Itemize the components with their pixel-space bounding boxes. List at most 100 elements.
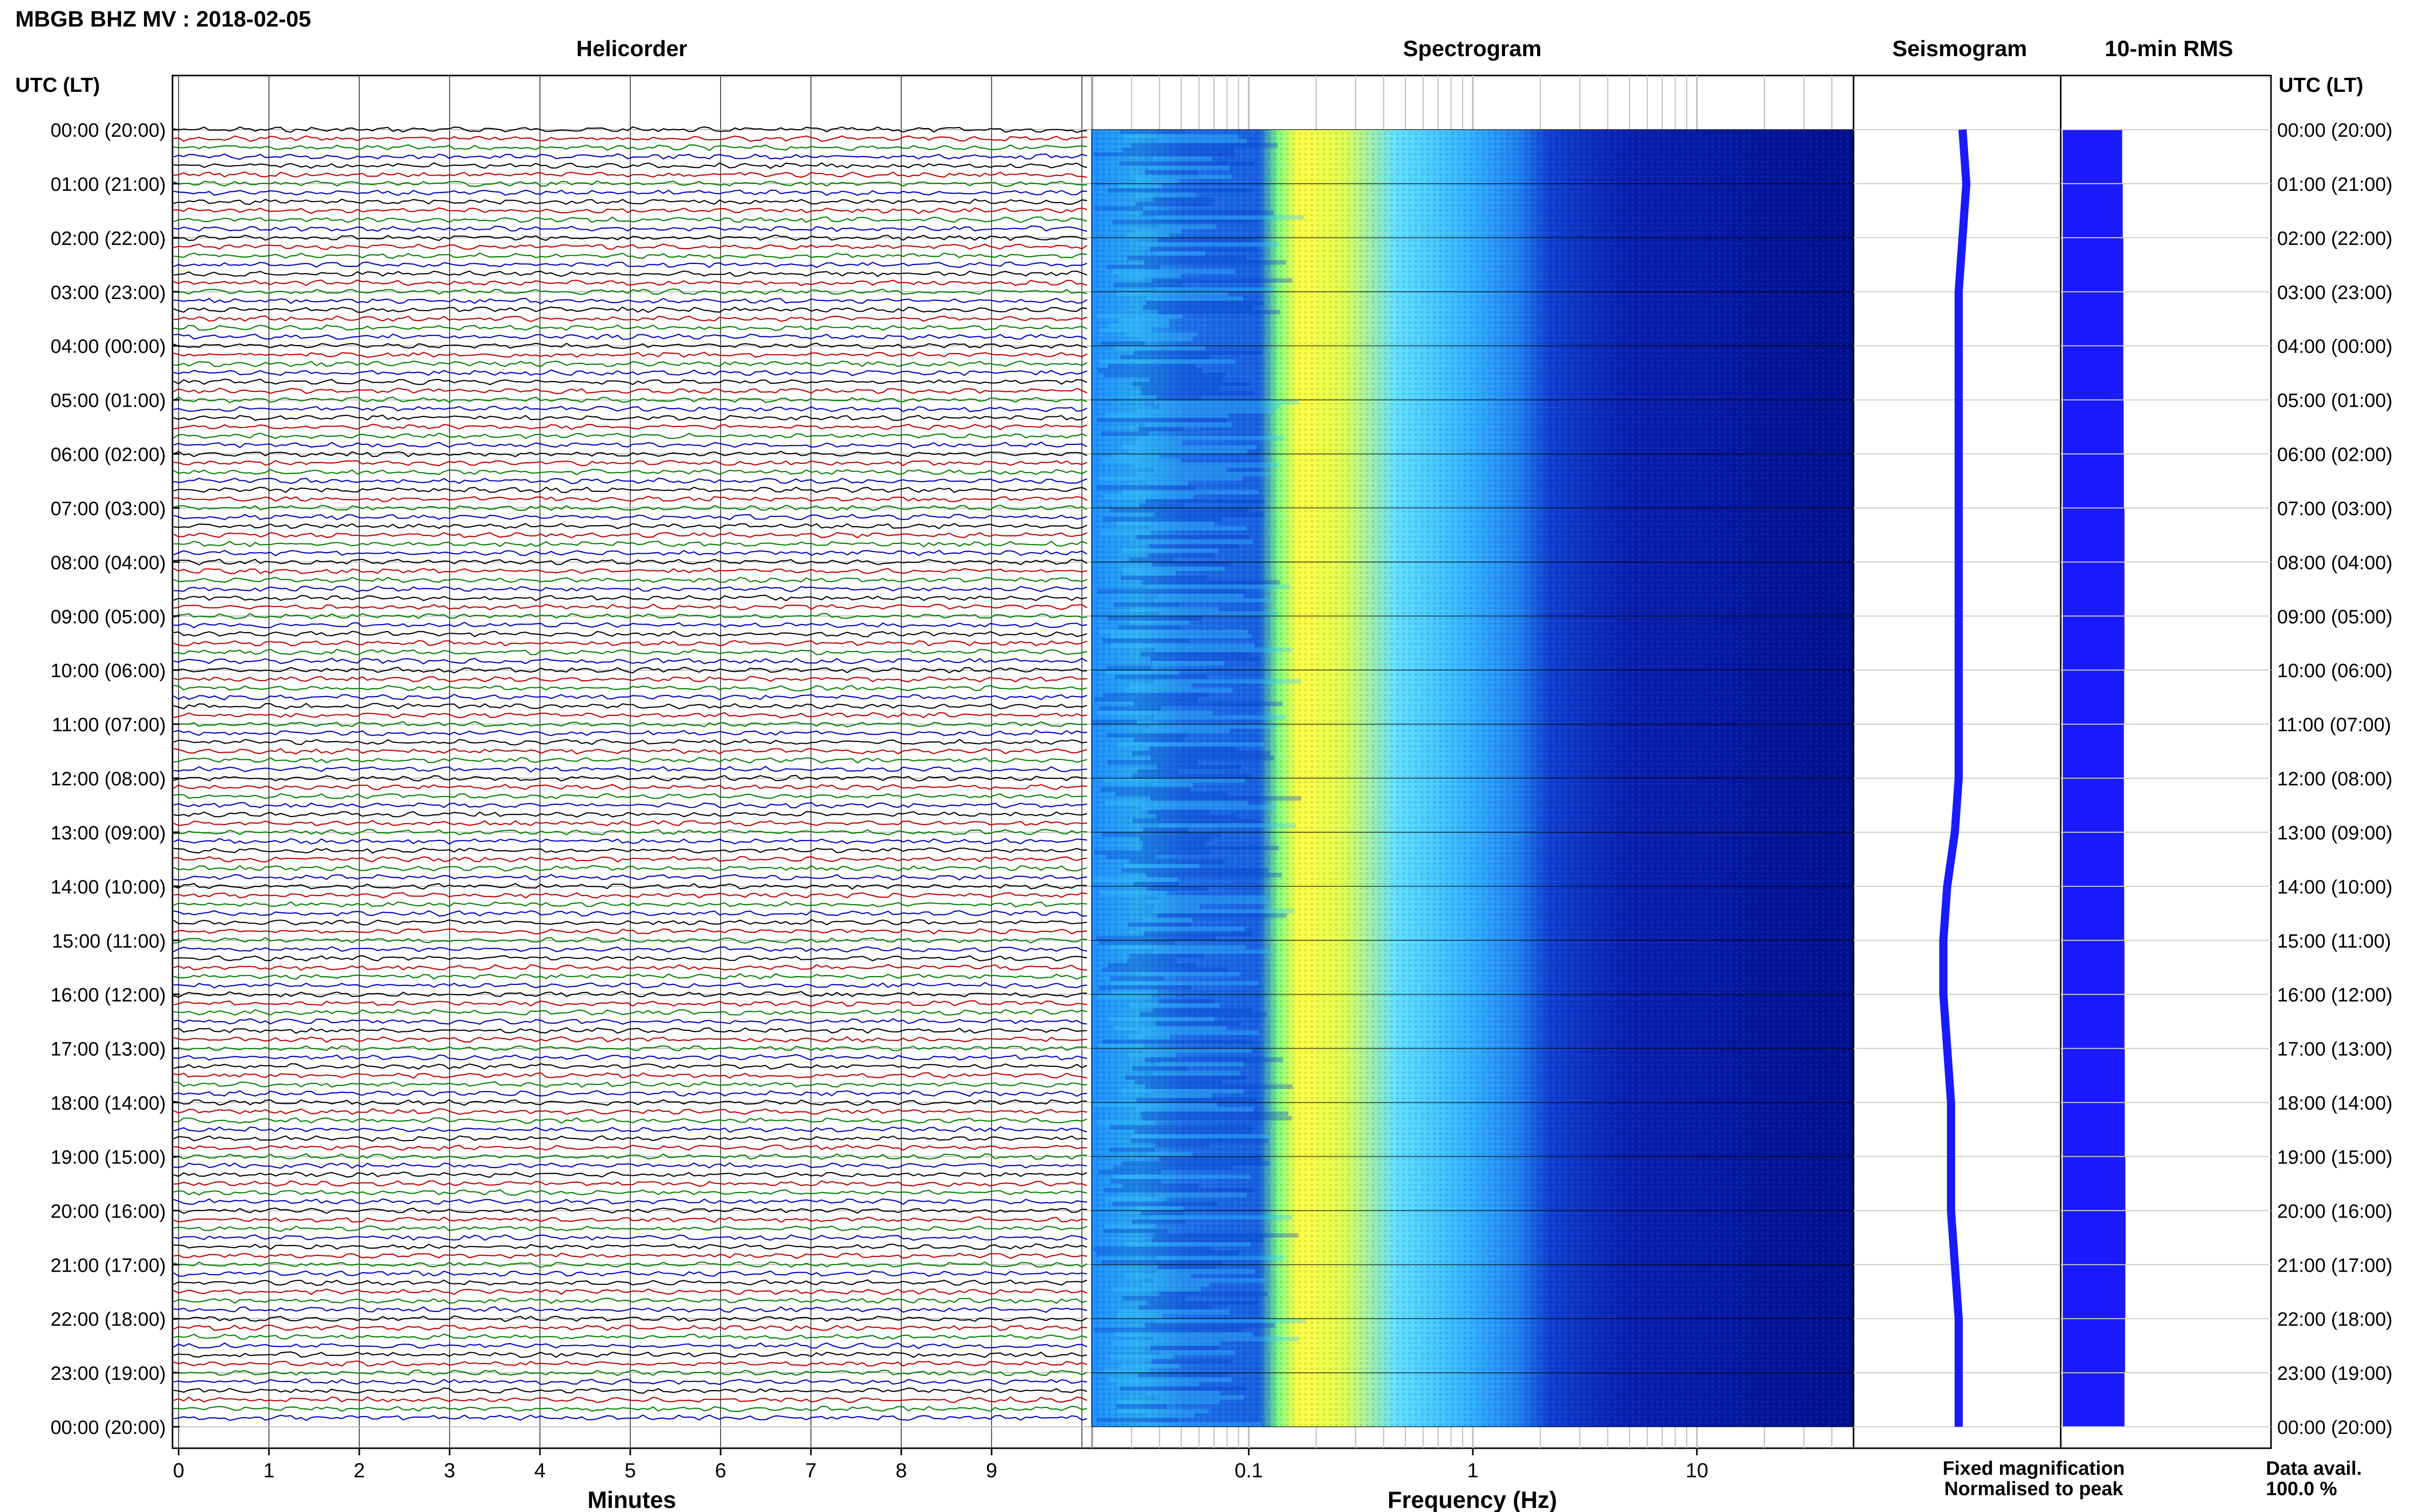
spectrogram-streak bbox=[1141, 386, 1219, 391]
spectrogram-x-tick-label: 10 bbox=[1686, 1459, 1709, 1482]
spectrogram-streak bbox=[1134, 1080, 1222, 1085]
helicorder-trace-row bbox=[173, 153, 1088, 160]
helicorder-trace-row bbox=[173, 856, 1088, 863]
helicorder-trace-row bbox=[173, 1027, 1088, 1034]
spectrogram-streak bbox=[1148, 809, 1210, 814]
helicorder-trace-row bbox=[173, 1171, 1088, 1178]
helicorder-trace-row bbox=[173, 1225, 1088, 1232]
spectrogram-streak bbox=[1136, 1098, 1257, 1103]
spectrogram-streak bbox=[1140, 1030, 1260, 1035]
spectrogram-streak bbox=[1110, 643, 1255, 648]
spectrogram-streak bbox=[1095, 206, 1143, 211]
spectrogram-streak bbox=[1133, 701, 1283, 706]
helicorder-trace-row bbox=[173, 1297, 1088, 1304]
spectrogram-streak bbox=[1121, 1089, 1244, 1094]
helicorder-trace-row bbox=[173, 199, 1088, 205]
spectrogram-streak bbox=[1116, 1404, 1167, 1409]
spectrogram-streak bbox=[1121, 1364, 1180, 1369]
spectrogram-streak bbox=[1119, 183, 1163, 188]
spectrogram-streak bbox=[1155, 1395, 1244, 1400]
spectrogram-streak bbox=[1138, 1373, 1228, 1377]
spectrogram-streak bbox=[1092, 877, 1178, 882]
spectrogram-streak bbox=[1118, 625, 1180, 630]
spectrogram-streak bbox=[1141, 1210, 1183, 1216]
spectrogram-streak bbox=[1107, 962, 1195, 968]
utc-tick-label-right: 13:00 (09:00) bbox=[2277, 823, 2392, 844]
spectrogram-streak bbox=[1128, 449, 1248, 454]
spectrogram-streak bbox=[1145, 1323, 1275, 1328]
seismogram-trace bbox=[1939, 129, 1971, 1427]
helicorder-trace-row bbox=[173, 298, 1088, 304]
frequency-axis-label: Frequency (Hz) bbox=[1388, 1486, 1557, 1512]
helicorder-trace-row bbox=[173, 738, 1088, 746]
helicorder-trace-row bbox=[173, 919, 1088, 926]
utc-tick-label-left: 06:00 (02:00) bbox=[51, 444, 166, 466]
helicorder-trace-row bbox=[173, 1252, 1088, 1259]
spectrogram-streak bbox=[1113, 1166, 1233, 1170]
spectrogram-streak bbox=[1092, 720, 1137, 725]
spectrogram-streak bbox=[1157, 913, 1287, 918]
utc-tick-label-left: 00:00 (20:00) bbox=[51, 120, 166, 141]
spectrogram-streak bbox=[1126, 1242, 1251, 1247]
spectrogram-streak bbox=[1103, 373, 1226, 378]
spectrogram-streak bbox=[1099, 328, 1152, 333]
spectrogram-streak bbox=[1153, 949, 1272, 954]
spectrogram-streak bbox=[1156, 395, 1201, 400]
helicorder-x-tick-label: 7 bbox=[805, 1459, 817, 1482]
helicorder-trace-row bbox=[173, 451, 1088, 458]
spectrogram-streak bbox=[1129, 954, 1204, 959]
helicorder-trace-row bbox=[173, 1018, 1088, 1025]
helicorder-trace-row bbox=[173, 964, 1088, 971]
minutes-axis-label: Minutes bbox=[587, 1486, 676, 1512]
rms-bar bbox=[2063, 886, 2125, 940]
spectrogram-streak bbox=[1120, 355, 1210, 360]
spectrogram-streak bbox=[1105, 801, 1248, 805]
spectrogram-streak bbox=[1101, 832, 1222, 837]
utc-tick-label-right: 01:00 (21:00) bbox=[2277, 174, 2392, 195]
spectrogram-streak bbox=[1150, 246, 1258, 252]
utc-tick-label-right: 03:00 (23:00) bbox=[2277, 282, 2392, 304]
spectrogram-streak bbox=[1108, 1017, 1215, 1022]
spectrogram-streak bbox=[1138, 427, 1183, 432]
utc-axis-label-right: UTC (LT) bbox=[2279, 74, 2363, 96]
spectrogram-streak bbox=[1150, 755, 1275, 760]
spectrogram-streak bbox=[1159, 1156, 1262, 1161]
spectrogram-streak bbox=[1144, 931, 1252, 936]
spectrogram-streak bbox=[1129, 1003, 1220, 1008]
spectrogram-streak bbox=[1099, 359, 1236, 364]
spectrogram-streak bbox=[1138, 436, 1284, 441]
spectrogram-streak bbox=[1152, 661, 1225, 666]
spectrogram-streak bbox=[1122, 1161, 1270, 1166]
spectrogram-streak bbox=[1100, 787, 1191, 792]
spectrogram-streak bbox=[1142, 539, 1253, 544]
spectrogram-streak bbox=[1106, 665, 1151, 671]
utc-tick-label-right: 00:00 (20:00) bbox=[2277, 120, 2392, 141]
spectrogram-streak bbox=[1149, 165, 1229, 170]
spectrogram-streak bbox=[1124, 863, 1199, 869]
spectrogram-streak bbox=[1152, 1237, 1264, 1243]
spectrogram-streak bbox=[1140, 1422, 1262, 1427]
rms-bar bbox=[2063, 832, 2124, 886]
spectrogram-streak bbox=[1150, 1093, 1212, 1098]
rms-bars bbox=[2063, 130, 2126, 1427]
helicorder-trace-row bbox=[173, 279, 1088, 286]
seismogram-panel bbox=[1853, 75, 2062, 1449]
spectrogram-streak bbox=[1101, 431, 1149, 436]
spectrogram-streak bbox=[1122, 147, 1235, 153]
helicorder-trace-row bbox=[173, 550, 1088, 557]
helicorder-trace-row bbox=[173, 784, 1088, 791]
helicorder-trace-row bbox=[173, 387, 1088, 394]
spectrogram-streak bbox=[1138, 409, 1274, 414]
utc-tick-label-left: 00:00 (20:00) bbox=[51, 1417, 166, 1439]
rms-bar bbox=[2063, 1102, 2125, 1157]
helicorder-trace-row bbox=[173, 306, 1088, 313]
utc-tick-label-left: 07:00 (03:00) bbox=[51, 498, 166, 519]
utc-tick-label-right: 08:00 (04:00) bbox=[2277, 552, 2392, 574]
helicorder-trace-row bbox=[173, 135, 1087, 142]
helicorder-trace-row bbox=[173, 1315, 1088, 1322]
helicorder-trace-row bbox=[173, 486, 1088, 493]
spectrogram-streak bbox=[1147, 1300, 1258, 1305]
spectrogram-streak bbox=[1112, 454, 1159, 459]
seismogram-title: Seismogram bbox=[1892, 36, 2027, 61]
spectrogram-streak bbox=[1157, 237, 1254, 242]
